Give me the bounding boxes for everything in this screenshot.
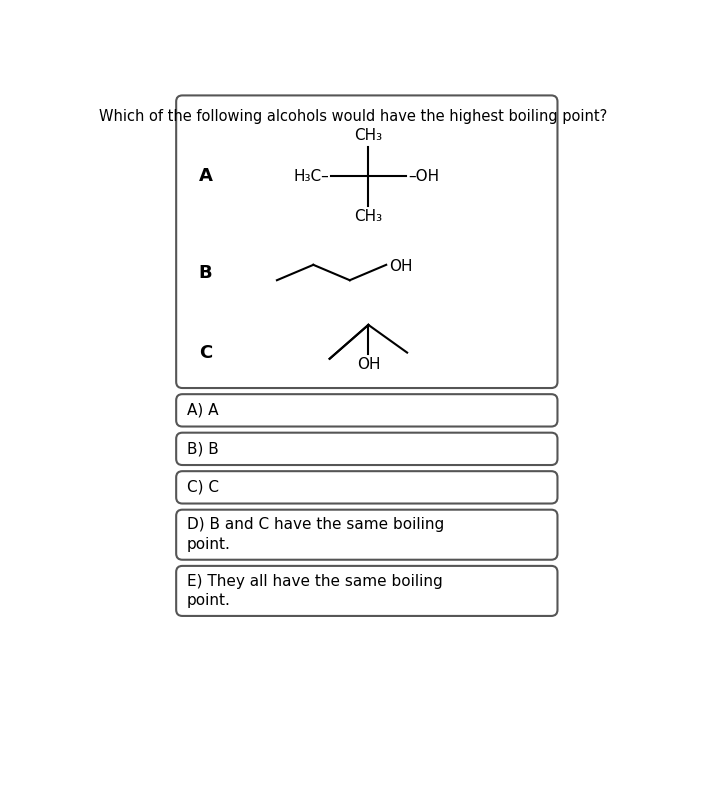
Text: A) A: A) A bbox=[187, 403, 219, 418]
Text: OH: OH bbox=[357, 357, 380, 372]
FancyBboxPatch shape bbox=[176, 95, 558, 388]
Text: E) They all have the same boiling
point.: E) They all have the same boiling point. bbox=[187, 574, 443, 608]
Text: C: C bbox=[199, 344, 212, 362]
FancyBboxPatch shape bbox=[176, 432, 558, 465]
Text: B: B bbox=[199, 263, 212, 281]
Text: –OH: –OH bbox=[408, 169, 439, 183]
Text: B) B: B) B bbox=[187, 441, 219, 457]
Text: Which of the following alcohols would have the highest boiling point?: Which of the following alcohols would ha… bbox=[99, 108, 608, 124]
FancyBboxPatch shape bbox=[176, 394, 558, 427]
Text: CH₃: CH₃ bbox=[355, 209, 383, 225]
Text: CH₃: CH₃ bbox=[355, 128, 383, 143]
Text: C) C: C) C bbox=[187, 480, 219, 494]
Text: A: A bbox=[199, 167, 212, 185]
Text: OH: OH bbox=[389, 259, 413, 274]
FancyBboxPatch shape bbox=[176, 471, 558, 503]
Text: D) B and C have the same boiling
point.: D) B and C have the same boiling point. bbox=[187, 517, 444, 552]
FancyBboxPatch shape bbox=[176, 510, 558, 560]
Text: H₃C–: H₃C– bbox=[293, 169, 329, 183]
FancyBboxPatch shape bbox=[176, 566, 558, 616]
